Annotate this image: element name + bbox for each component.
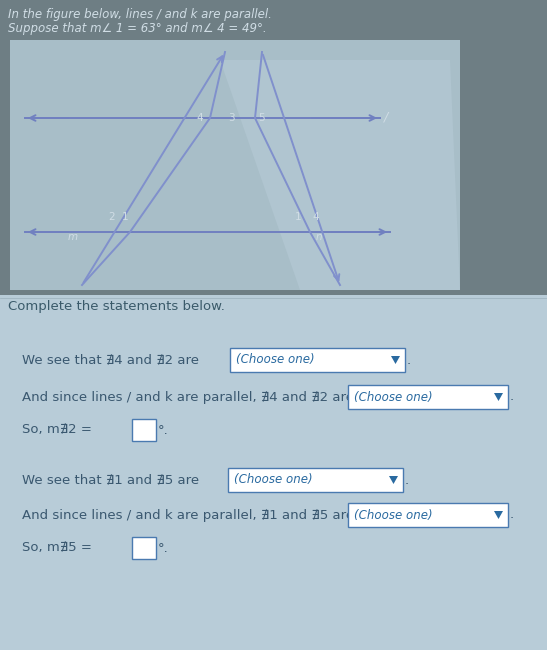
- Bar: [10, 40, 460, 290]
- Bar: [0, 295, 547, 650]
- Text: .: .: [405, 473, 409, 486]
- FancyBboxPatch shape: [230, 348, 405, 372]
- Text: In the figure below, lines / and k are parallel.: In the figure below, lines / and k are p…: [8, 8, 272, 21]
- Text: (Choose one): (Choose one): [234, 473, 313, 486]
- Text: °.: °.: [158, 424, 169, 437]
- Polygon shape: [389, 476, 398, 484]
- FancyBboxPatch shape: [348, 385, 508, 409]
- Text: 4: 4: [196, 113, 202, 123]
- Text: We see that ∄4 and ∄2 are: We see that ∄4 and ∄2 are: [22, 354, 199, 367]
- Polygon shape: [391, 356, 400, 364]
- Text: 3: 3: [228, 113, 235, 123]
- Polygon shape: [220, 60, 460, 290]
- Text: And since lines / and k are parallel, ∄4 and ∄2 are: And since lines / and k are parallel, ∄4…: [22, 391, 354, 404]
- Text: Complete the statements below.: Complete the statements below.: [8, 300, 225, 313]
- FancyBboxPatch shape: [132, 419, 156, 441]
- Text: 1: 1: [122, 212, 129, 222]
- Text: (Choose one): (Choose one): [354, 391, 433, 404]
- Text: .: .: [510, 391, 514, 404]
- Text: 2: 2: [108, 212, 115, 222]
- Text: 4: 4: [312, 212, 318, 222]
- FancyBboxPatch shape: [132, 537, 156, 559]
- Text: .: .: [407, 354, 411, 367]
- Text: /: /: [384, 110, 388, 123]
- Polygon shape: [494, 393, 503, 401]
- Text: .: .: [510, 508, 514, 521]
- Text: 1: 1: [295, 212, 301, 222]
- Polygon shape: [494, 511, 503, 519]
- Text: We see that ∄1 and ∄5 are: We see that ∄1 and ∄5 are: [22, 473, 199, 486]
- Text: °.: °.: [158, 541, 169, 554]
- FancyBboxPatch shape: [348, 503, 508, 527]
- Text: 5: 5: [258, 113, 265, 123]
- Text: So, m∄5 =: So, m∄5 =: [22, 541, 92, 554]
- Text: And since lines / and k are parallel, ∄1 and ∄5 are: And since lines / and k are parallel, ∄1…: [22, 508, 354, 521]
- Text: (Choose one): (Choose one): [236, 354, 315, 367]
- Text: So, m∄2 =: So, m∄2 =: [22, 424, 92, 437]
- Text: m: m: [68, 232, 78, 242]
- Bar: [0, 0, 547, 295]
- Text: n: n: [316, 232, 323, 242]
- Text: (Choose one): (Choose one): [354, 508, 433, 521]
- FancyBboxPatch shape: [228, 468, 403, 492]
- Text: Suppose that m∠ 1 = 63° and m∠ 4 = 49°.: Suppose that m∠ 1 = 63° and m∠ 4 = 49°.: [8, 22, 266, 35]
